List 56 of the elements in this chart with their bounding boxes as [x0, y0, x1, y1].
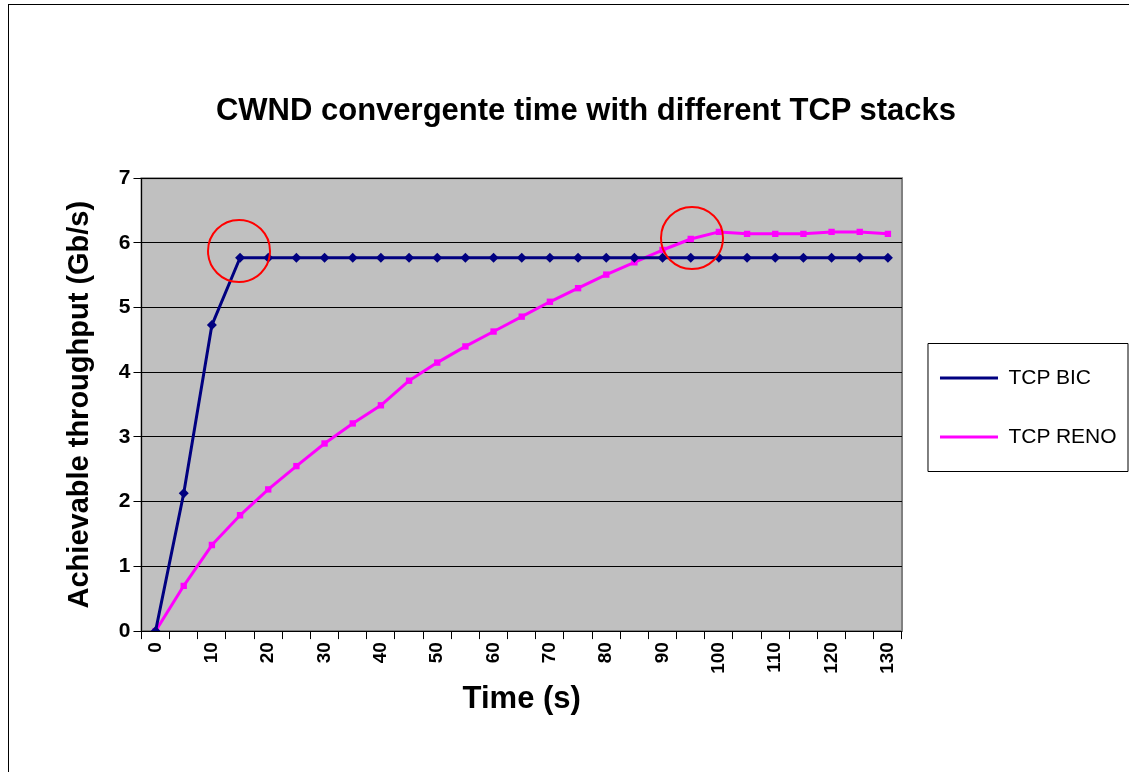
y-tick-label: 3: [118, 423, 131, 447]
point: [800, 230, 807, 238]
legend-label: TCP BIC: [1008, 364, 1091, 388]
y-tick-label: 2: [118, 488, 131, 512]
point: [685, 252, 696, 263]
point: [321, 440, 328, 447]
legend-label: TCP RENO: [1008, 423, 1117, 447]
y-tick-label: 4: [118, 359, 131, 383]
point: [488, 252, 499, 263]
point: [462, 343, 469, 350]
point: [178, 488, 189, 499]
x-tick-label: 0: [143, 642, 165, 653]
y-tick-label: 1: [118, 553, 131, 577]
point: [657, 252, 668, 263]
x-tick-label: 120: [819, 642, 841, 674]
x-tick-label: 110: [763, 642, 785, 673]
y-tick-label: 6: [118, 229, 131, 253]
x-tick-label: 60: [481, 642, 503, 664]
point: [490, 328, 497, 335]
x-tick-label: 90: [650, 642, 672, 664]
point: [798, 252, 809, 263]
point: [516, 252, 527, 263]
point: [293, 462, 300, 470]
point: [265, 486, 272, 493]
point: [349, 420, 356, 427]
chart-title: CWND convergente time with different TCP stacks: [215, 92, 957, 128]
point: [629, 252, 640, 263]
point: [206, 320, 217, 331]
x-tick-label: 80: [594, 642, 616, 664]
x-tick-label: 70: [538, 642, 560, 664]
point: [460, 252, 471, 263]
point: [347, 252, 358, 263]
point: [826, 252, 837, 263]
point: [770, 252, 781, 263]
point: [854, 252, 865, 263]
point: [518, 313, 525, 320]
x-axis-title: Time (s): [462, 679, 581, 715]
y-tick-label: 5: [118, 294, 131, 318]
point: [434, 359, 441, 366]
x-tick-label: 10: [200, 642, 222, 664]
x-tick-label: 50: [425, 642, 447, 664]
x-tick-label: 40: [369, 642, 391, 664]
point: [828, 228, 835, 236]
x-tick-label: 100: [707, 642, 729, 674]
x-tick-label: 130: [876, 642, 898, 674]
y-tick-label: 7: [118, 165, 131, 188]
point: [319, 252, 330, 263]
x-tick-label: 30: [312, 642, 334, 664]
x-tick-label: 20: [256, 642, 278, 664]
y-tick-label: 0: [118, 617, 131, 641]
point: [291, 252, 302, 263]
point: [432, 252, 443, 263]
point: [236, 512, 244, 519]
point: [601, 252, 612, 263]
point: [603, 271, 610, 278]
y-axis-title: Achievable throughput (Gb/s): [62, 200, 95, 609]
